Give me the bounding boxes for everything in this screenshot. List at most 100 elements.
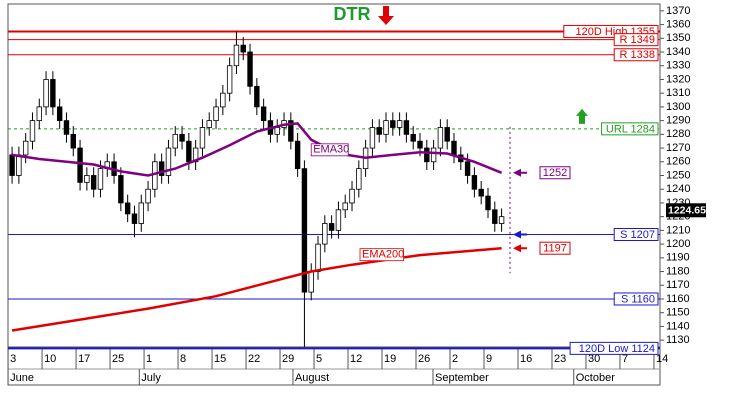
x-tick-label: 23: [554, 353, 566, 365]
y-tick-label: 1260: [666, 156, 690, 168]
y-tick-label: 1200: [666, 238, 690, 250]
x-tick-label: 25: [112, 353, 124, 365]
y-tick-label: 1150: [666, 307, 690, 319]
y-tick-label: 1340: [666, 46, 690, 58]
y-tick-label: 1330: [666, 60, 690, 72]
indicator-line: [11, 122, 503, 177]
candle-body: [322, 223, 328, 245]
indicator-name-box: [310, 143, 349, 157]
level-label: 120D Low 1124: [579, 343, 655, 355]
candle-body: [294, 140, 301, 170]
candle-body: [43, 79, 49, 108]
candle-body: [179, 133, 185, 142]
candle-body: [260, 106, 267, 122]
candle-body: [356, 168, 362, 190]
y-tick-label: 1240: [666, 183, 690, 195]
candle-body: [192, 147, 199, 163]
level-label: S 1207: [620, 229, 655, 241]
candle-body: [328, 223, 335, 231]
candle-body: [165, 147, 172, 176]
candle-body: [451, 140, 457, 156]
candle-body: [335, 209, 342, 231]
x-tick-label: 19: [384, 353, 396, 365]
candle-body: [233, 44, 240, 67]
candle-body: [315, 243, 321, 272]
candle-body: [199, 127, 206, 149]
candle-body: [485, 195, 491, 211]
y-tick-label: 1250: [666, 169, 690, 181]
candle-body: [90, 175, 97, 190]
y-tick-label: 1270: [666, 142, 690, 154]
candle-body: [383, 120, 389, 135]
candle-body: [308, 271, 314, 293]
level-label: URL 1284: [606, 123, 655, 135]
month-label: August: [295, 372, 329, 384]
month-label: June: [10, 372, 34, 384]
candle-body: [390, 120, 396, 128]
candle-body: [437, 127, 444, 149]
y-tick-label: 1290: [666, 115, 690, 127]
title-arrow: [378, 6, 394, 25]
candle-body: [220, 92, 226, 108]
candle-body: [145, 188, 151, 204]
x-tick-label: 26: [418, 353, 430, 365]
candle-body: [56, 106, 63, 122]
x-tick-label: 30: [588, 353, 600, 365]
candle-body: [444, 127, 450, 142]
candle-body: [369, 127, 376, 149]
indicator-value: 1197: [543, 243, 567, 255]
candle-body: [274, 127, 280, 135]
y-tick-label: 1360: [666, 18, 690, 30]
candle-body: [247, 51, 253, 87]
level-label: R 1338: [620, 49, 655, 61]
candle-body: [226, 65, 233, 94]
y-tick-label: 1140: [666, 320, 690, 332]
y-tick-label: 1160: [666, 293, 690, 305]
y-tick-label: 1180: [666, 265, 690, 277]
candle-body: [131, 213, 138, 224]
level-label-box: [569, 341, 659, 355]
y-tick-label: 1370: [666, 5, 690, 17]
candle-body: [213, 106, 219, 122]
candle-body: [9, 154, 15, 176]
candle-body: [84, 175, 90, 183]
x-tick-label: 29: [282, 353, 294, 365]
candle-body: [396, 120, 403, 128]
candle-body: [22, 140, 29, 156]
indicator-name-box: [359, 248, 405, 262]
y-tick-label: 1310: [666, 87, 690, 99]
x-tick-label: 10: [44, 353, 56, 365]
candle-body: [29, 120, 36, 142]
candle-body: [464, 161, 471, 176]
level-label-box: [601, 122, 659, 136]
y-tick-label: 1130: [666, 334, 690, 346]
level-label: S 1160: [621, 293, 655, 305]
level-label-box: [613, 33, 659, 47]
candle-body: [403, 120, 410, 135]
month-label: October: [576, 372, 615, 384]
candle-body: [77, 147, 83, 183]
chart-title: DTR: [334, 4, 371, 24]
candle-body: [16, 154, 22, 176]
level-label-box: [613, 292, 659, 306]
y-tick-label: 1190: [666, 252, 690, 264]
indicator-arrow: [513, 168, 527, 177]
level-label-box: [613, 227, 659, 241]
x-tick-label: 17: [78, 353, 90, 365]
candle-body: [50, 79, 56, 108]
candle-body: [288, 120, 294, 142]
x-tick-label: 3: [10, 353, 16, 365]
candle-body: [254, 85, 260, 108]
candle-body: [70, 133, 76, 149]
support-arrow: [513, 230, 527, 239]
x-axis-frame: [7, 346, 661, 386]
candle-body: [349, 188, 355, 204]
candle-body: [410, 133, 416, 142]
indicator-arrow: [513, 244, 527, 253]
last-price-box: [666, 203, 706, 218]
candle-body: [492, 209, 498, 224]
candle-body: [471, 175, 478, 190]
level-label: R 1349: [620, 34, 655, 46]
x-tick-label: 22: [248, 353, 260, 365]
